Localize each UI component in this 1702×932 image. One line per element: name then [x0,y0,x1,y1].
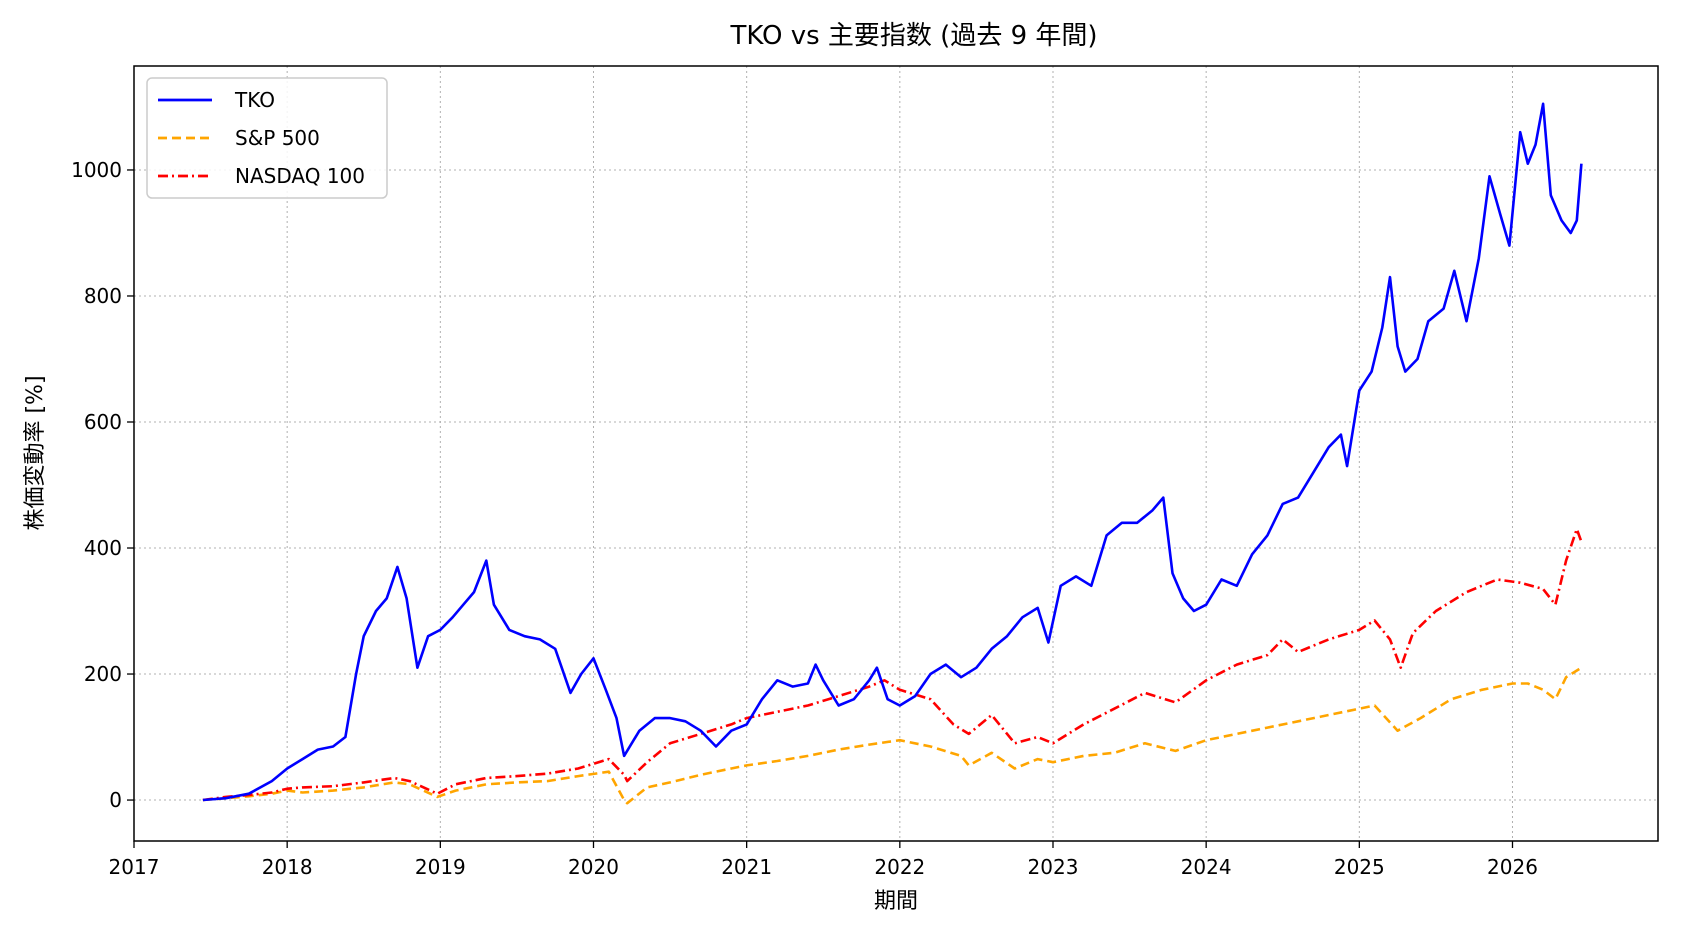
x-tick-label: 2021 [721,855,772,879]
series-line-s-p-500 [202,666,1583,805]
chart-title: TKO vs 主要指数 (過去 9 年間) [729,21,1097,51]
y-tick-label: 400 [84,536,122,560]
x-tick-label: 2022 [874,855,925,879]
series-line-tko [202,102,1583,802]
y-tick-label: 600 [84,410,122,434]
y-tick-label: 0 [109,788,122,812]
series-line-nasdaq-100 [202,527,1583,802]
x-tick-label: 2026 [1487,855,1538,879]
legend-label: NASDAQ 100 [235,164,365,188]
x-tick-label: 2023 [1028,855,1079,879]
x-axis: 2017 2018 2019 2020 2021 2022 2023 2024 2025 2026 [109,841,1538,879]
grid [134,66,1658,841]
y-tick-label: 800 [84,284,122,308]
legend: TKO S&P 500 NASDAQ 100 [146,77,388,199]
y-axis-label: 株価変動率 [%] [23,375,48,530]
x-tick-label: 2025 [1334,855,1385,879]
x-tick-label: 2024 [1181,855,1232,879]
x-axis-label: 期間 [874,889,918,914]
x-tick-label: 2018 [262,855,313,879]
y-axis: 0 200 400 600 800 1000 [71,158,134,812]
y-tick-label: 200 [84,662,122,686]
legend-label: TKO [234,88,275,112]
y-tick-label: 1000 [71,158,122,182]
plot-frame [133,65,1659,842]
x-tick-label: 2020 [568,855,619,879]
legend-box [146,77,388,199]
series-layer [202,102,1583,805]
x-tick-label: 2017 [109,855,160,879]
legend-label: S&P 500 [235,126,320,150]
x-tick-label: 2019 [415,855,466,879]
